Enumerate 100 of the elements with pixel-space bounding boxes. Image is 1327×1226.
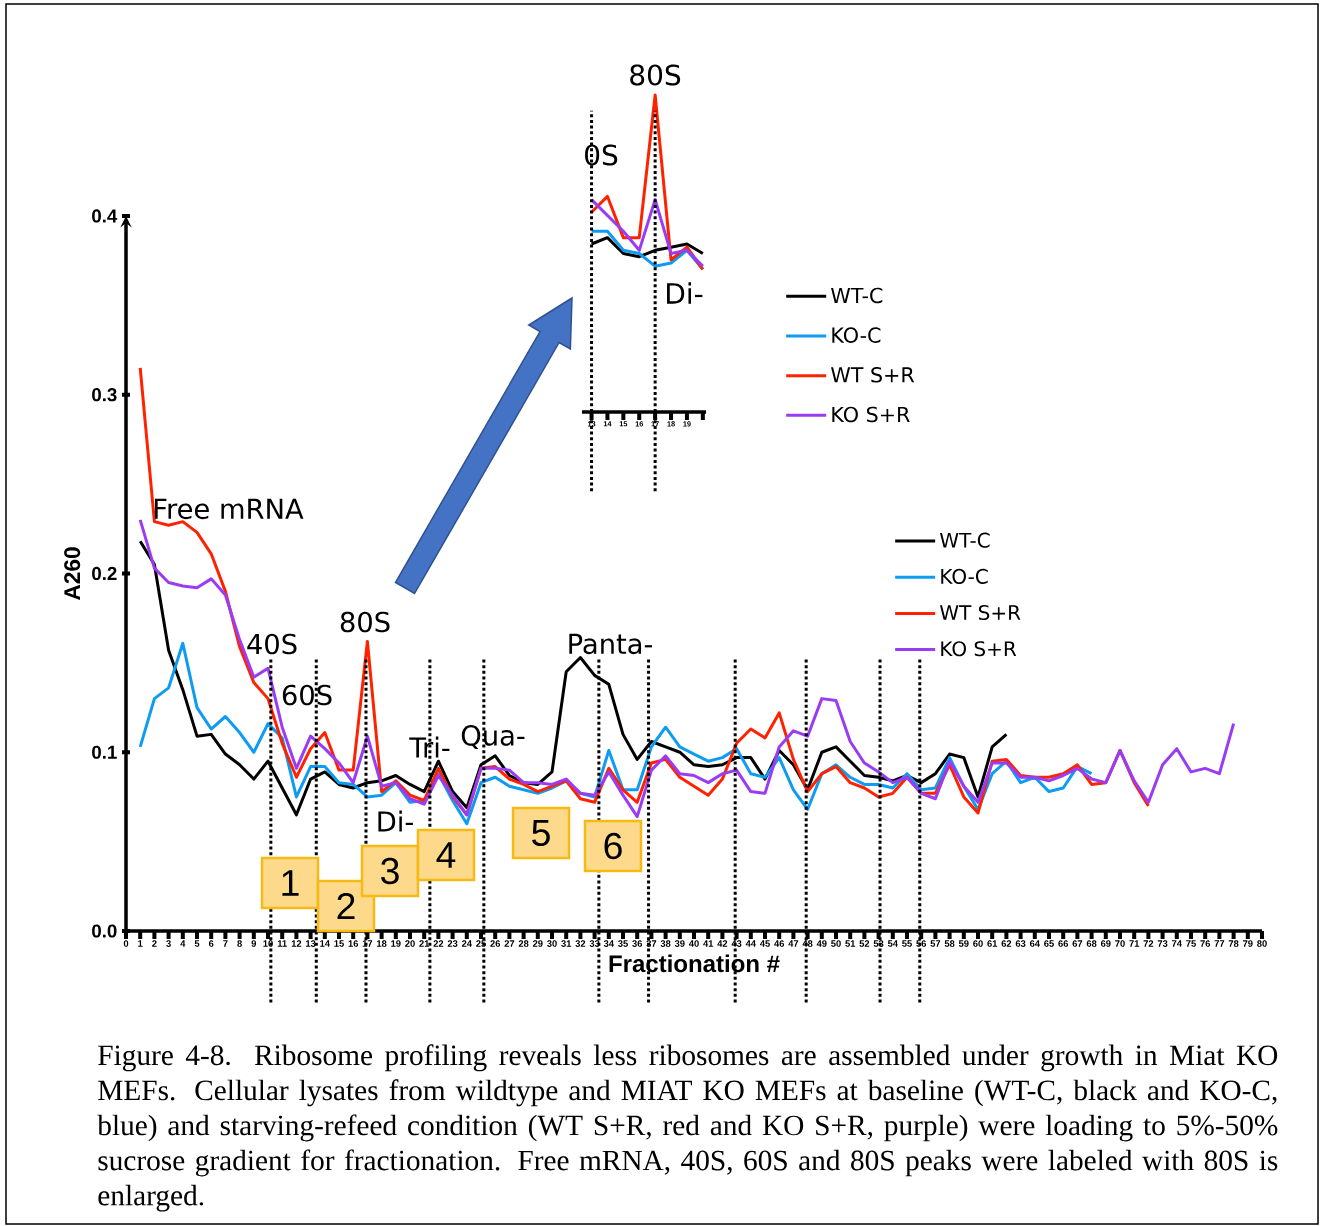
x-tick-label: 74 — [1172, 940, 1182, 947]
x-tick-label: 15 — [334, 940, 344, 947]
x-tick-label: 78 — [1228, 940, 1239, 947]
x-tick-label: 26 — [490, 940, 501, 947]
x-tick-label: 16 — [348, 940, 359, 947]
annotation: Di- — [378, 810, 413, 832]
x-tick-label: 42 — [717, 940, 728, 947]
x-tick-label: 51 — [845, 940, 856, 947]
y-tick-label: 0.2 — [92, 566, 117, 581]
x-tick-label: 40 — [688, 940, 699, 947]
x-tick-label: 45 — [759, 940, 770, 947]
x-tick-label: 30 — [547, 940, 557, 947]
annotation: 6 — [604, 832, 622, 860]
x-tick-label: 55 — [902, 940, 912, 947]
x-tick-label: 64 — [1029, 940, 1040, 947]
annotation: 3 — [381, 857, 399, 885]
x-tick-label: 59 — [958, 940, 969, 947]
x-tick-label: 7 — [223, 940, 228, 947]
x-tick-label: 71 — [1129, 940, 1140, 947]
x-tick-label: 22 — [433, 940, 444, 947]
legend-label: WT S+R — [831, 366, 915, 383]
x-tick-label: 70 — [1115, 940, 1125, 947]
x-tick-label: 20 — [405, 940, 415, 947]
annotation: Qua- — [461, 725, 525, 749]
x-tick-label: 73 — [1157, 940, 1168, 947]
x-tick-label: 27 — [504, 940, 515, 947]
x-tick-label: 13 — [306, 940, 316, 947]
x-tick-label: 0 — [123, 940, 129, 947]
x-tick-label: 21 — [419, 940, 430, 947]
caption: Figure 4-8. Ribosome profiling reveals less ribosomes are assembled under growth in Miat KO MEFs. Cellular lysates from wildtype and MIAT KO MEFs at baseline (WT-C, black and KO-C, blue) and starving-refeed condition (WT S+R, red and KO S+R, purple) were loading to 5%-50% sucrose gradient for fractionation. Free mRNA, 40S, 60S and 80S peaks were labeled with 80S is enlarged. — [97, 1044, 1278, 1212]
x-tick-label: 19 — [391, 940, 401, 947]
x-tick-label: 57 — [930, 940, 941, 947]
x-tick-label: 54 — [887, 940, 898, 947]
x-tick-label: 77 — [1214, 940, 1225, 947]
x-tick-label: 23 — [447, 940, 458, 947]
x-tick-label: 5 — [194, 940, 200, 947]
annotation: Tri- — [409, 736, 450, 758]
x-tick-label: 63 — [1015, 940, 1026, 947]
annotation: Di- — [667, 282, 703, 304]
x-tick-label: 41 — [703, 940, 714, 947]
x-tick-label: 24 — [461, 940, 472, 947]
x-tick-label: 79 — [1243, 940, 1253, 947]
x-tick-label: 4 — [180, 940, 186, 947]
x-tick-label: 67 — [1072, 940, 1083, 947]
x-tick-label: 62 — [1001, 940, 1012, 947]
x-tick-label: 1 — [138, 940, 143, 947]
text: 80S — [630, 64, 681, 86]
x-tick-label: 9 — [251, 940, 257, 947]
legend-label: KO S+R — [832, 406, 910, 423]
legend-label: WT S+R — [939, 604, 1021, 621]
x-tick-label: 36 — [632, 940, 643, 947]
x-tick-label: 35 — [618, 940, 628, 947]
x-tick-label: 14 — [320, 940, 330, 947]
x-tick-label: 38 — [660, 940, 671, 947]
y-tick-label: 0.3 — [92, 388, 117, 402]
x-tick-label: 31 — [561, 940, 572, 947]
x-tick-label: 47 — [788, 940, 799, 947]
x-tick-label: 8 — [237, 940, 242, 947]
annotation: 4 — [436, 842, 456, 868]
legend-label: WT-C — [831, 287, 883, 304]
x-tick-label: 6 — [208, 940, 214, 947]
x-tick-label: 69 — [1100, 940, 1111, 947]
annotation: 1 — [282, 870, 299, 896]
annotation: 5 — [532, 819, 550, 847]
x-axis-title: Fractionation # — [609, 954, 780, 973]
x-tick-label: 29 — [532, 940, 543, 947]
y-axis-title: A260 — [64, 547, 81, 601]
x-tick-label: 34 — [603, 940, 614, 947]
x-tick-label: 28 — [518, 940, 529, 947]
x-tick-label: 12 — [291, 940, 302, 947]
annotation: 0S — [585, 144, 618, 166]
annotation: 2 — [337, 892, 355, 920]
legend-label: WT-C — [939, 532, 990, 548]
x-tick-label: 18 — [377, 940, 387, 947]
x-tick-label: 49 — [816, 940, 827, 947]
x-tick-label: 39 — [674, 940, 685, 947]
x-tick-label: 52 — [859, 940, 870, 947]
legend-label: KO S+R — [941, 641, 1017, 657]
x-tick-label: 10 — [263, 940, 273, 947]
legend-label: KO-C — [832, 327, 881, 343]
x-tick-label: 53 — [873, 940, 884, 947]
annotation: 80S — [340, 611, 390, 633]
annotation: Panta- — [569, 633, 653, 655]
x-tick-label: 32 — [575, 940, 586, 947]
x-tick-label: 80 — [1257, 940, 1267, 947]
annotation: 60S — [282, 684, 332, 706]
x-tick-label: 58 — [944, 940, 955, 947]
x-tick-label: 2 — [152, 940, 157, 947]
x-tick-label: 68 — [1086, 940, 1097, 947]
annotation: Free mRNA — [154, 498, 304, 520]
x-tick-label: 65 — [1044, 940, 1054, 947]
x-tick-label: 46 — [774, 940, 785, 947]
x-tick-label: 75 — [1186, 940, 1196, 947]
x-tick-label: 44 — [745, 940, 756, 947]
annotation: 40S — [247, 633, 297, 655]
x-tick-label: 72 — [1143, 940, 1154, 947]
x-tick-label: 50 — [831, 940, 841, 947]
x-tick-label: 3 — [166, 940, 171, 947]
x-tick-label: 61 — [987, 940, 998, 947]
legend-label: KO-C — [941, 568, 988, 584]
